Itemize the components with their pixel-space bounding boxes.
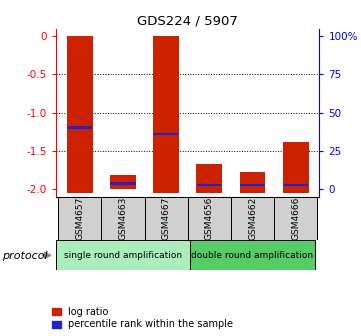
Text: GSM4657: GSM4657 — [75, 197, 84, 240]
Bar — [231, 197, 274, 240]
Bar — [110, 175, 136, 189]
Bar — [197, 184, 222, 186]
Text: single round amplification: single round amplification — [64, 251, 182, 260]
Bar — [67, 126, 92, 129]
Text: GSM4667: GSM4667 — [162, 197, 171, 240]
Text: GSM4663: GSM4663 — [118, 197, 127, 240]
Bar — [283, 141, 309, 193]
Bar — [190, 240, 315, 270]
Bar — [196, 165, 222, 193]
Bar — [188, 197, 231, 240]
Text: GSM4666: GSM4666 — [291, 197, 300, 240]
Text: GSM4662: GSM4662 — [248, 197, 257, 240]
Bar — [58, 197, 101, 240]
Legend: log ratio, percentile rank within the sample: log ratio, percentile rank within the sa… — [52, 306, 233, 330]
Bar — [110, 182, 136, 185]
Bar — [240, 172, 265, 193]
Title: GDS224 / 5907: GDS224 / 5907 — [137, 14, 238, 28]
Bar — [274, 197, 317, 240]
Bar — [283, 184, 308, 186]
Bar — [153, 36, 179, 193]
Text: protocol: protocol — [2, 251, 47, 261]
Bar — [153, 133, 179, 135]
Bar — [56, 240, 190, 270]
Text: double round amplification: double round amplification — [191, 251, 314, 260]
Bar — [240, 184, 265, 186]
Bar — [144, 197, 188, 240]
Bar — [67, 36, 93, 193]
Text: GSM4656: GSM4656 — [205, 197, 214, 240]
Bar — [101, 197, 144, 240]
